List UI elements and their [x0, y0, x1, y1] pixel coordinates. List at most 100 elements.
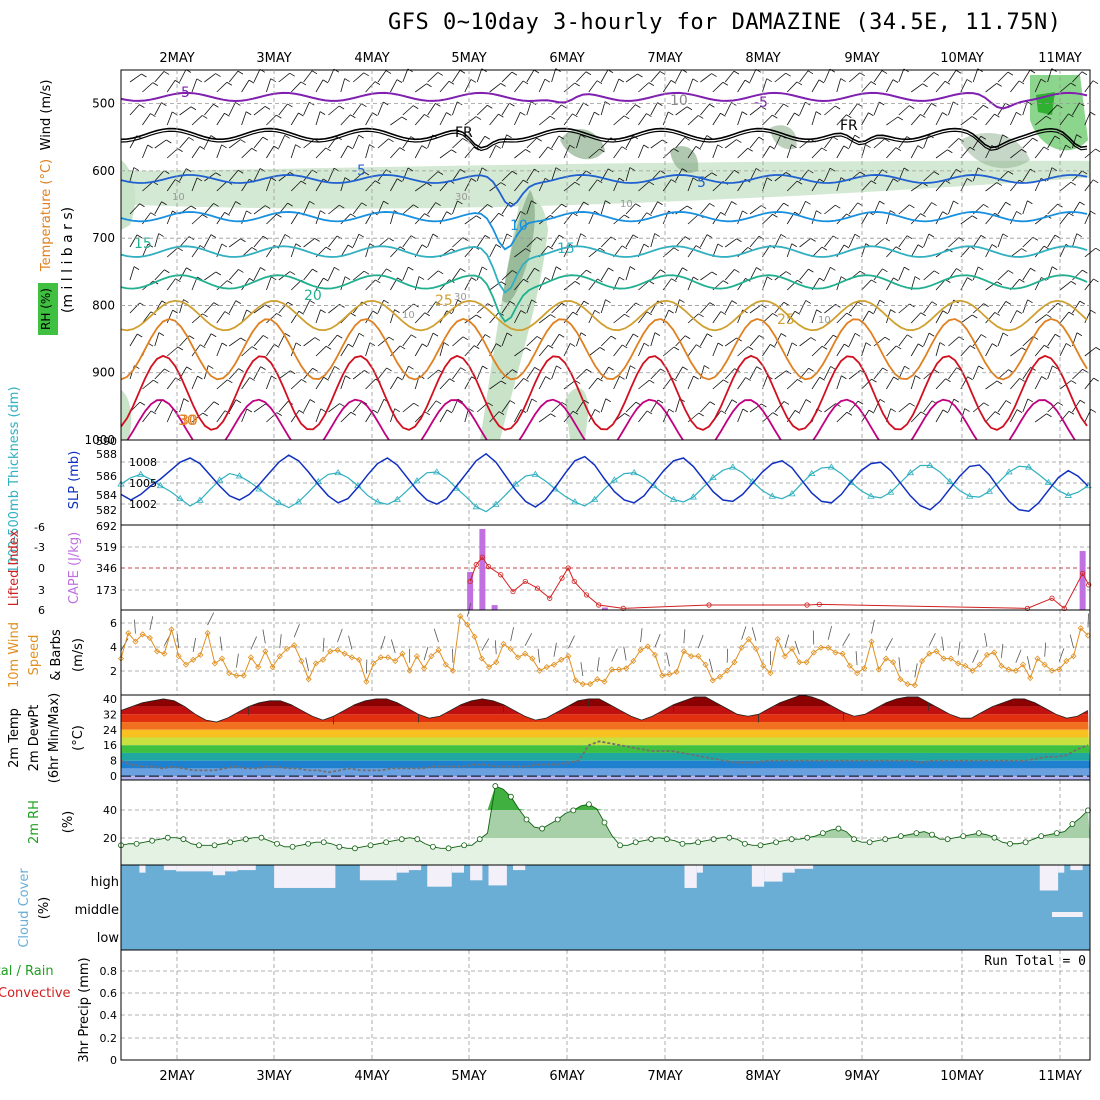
wind-barb-flag [791, 342, 798, 347]
wind-barb [861, 378, 872, 390]
wind-barb-flag [574, 380, 581, 384]
wind10-barb [380, 635, 386, 650]
wind-barb-flag [1002, 233, 1008, 238]
wind-barb [910, 114, 921, 126]
wind-barb-flag [462, 237, 469, 241]
wind-barb-flag [731, 399, 738, 404]
day-label-top: 4MAY [354, 51, 389, 66]
isotherm-label: 30 [178, 413, 196, 429]
wind10-marker [752, 645, 760, 652]
thickness-marker [906, 469, 915, 476]
wind-barb [749, 106, 762, 116]
wind-barb [166, 80, 176, 93]
wind-barb [402, 167, 409, 182]
wind-barb [352, 270, 365, 281]
wind-barb-flag [920, 312, 926, 317]
wind-barb-flag [482, 266, 488, 271]
lifted-tick-label: 6 [38, 604, 45, 617]
wind-barb [216, 181, 228, 192]
wind-barb-flag [287, 301, 294, 306]
wind10-marker [161, 650, 168, 657]
wind-barb-flag [555, 167, 562, 172]
wind10-marker [348, 654, 355, 661]
wind10-barb [510, 627, 514, 641]
wind-barb-flag [1070, 281, 1077, 285]
wind-barb-flag [421, 145, 427, 149]
wind-barb [886, 79, 894, 93]
wind-barb [489, 213, 499, 225]
wind-barb [266, 145, 275, 159]
wind10-marker [406, 667, 413, 674]
wind-barb [216, 410, 226, 423]
wind10-barb [972, 649, 979, 663]
wind-barb-flag [246, 309, 252, 314]
wind-barb-flag [388, 138, 394, 143]
wind-barb [228, 368, 239, 380]
wind10-barb [697, 634, 704, 649]
day-label-top: 6MAY [549, 51, 584, 66]
wind-barb [464, 246, 475, 258]
wind-barb-flag [574, 281, 581, 285]
wind10-marker [991, 649, 998, 656]
wind-barb-flag [619, 276, 625, 281]
wind-barb [588, 347, 601, 357]
wind-barb-flag [347, 244, 354, 249]
wind-barb [786, 81, 798, 93]
rh2m-marker [430, 843, 436, 850]
wind-barb [352, 370, 365, 380]
wind-barb [179, 106, 192, 116]
wind-barb-flag [668, 111, 674, 116]
wind-barb-flag [235, 399, 242, 404]
cloud-gap [751, 865, 765, 887]
wind-barb [923, 72, 935, 83]
wind-barb-flag [1043, 245, 1050, 250]
pressure-tick-label: 1000 [84, 433, 115, 447]
rh2m-marker [897, 833, 904, 840]
wind-barb-flag [520, 211, 526, 215]
wind10-marker [738, 644, 745, 651]
wind-barb [960, 314, 973, 324]
wind-barb-flag [164, 368, 170, 373]
wind-barb-flag [1002, 134, 1008, 139]
wind-barb-flag [273, 145, 280, 150]
wind-barb-flag [854, 233, 861, 238]
wind-barb-flag [994, 212, 1000, 217]
wind-barb [972, 104, 984, 116]
wind-barb [452, 268, 461, 281]
wind-barb-flag [1007, 170, 1014, 175]
wind-barb [997, 71, 1009, 83]
wind10-marker [695, 653, 702, 660]
wind-barb [142, 243, 149, 258]
wind-barb [811, 345, 823, 357]
wind10-marker [630, 657, 637, 665]
wind-barb [799, 399, 807, 413]
temp-tick-label: 32 [103, 708, 117, 721]
wind-barb [985, 83, 997, 93]
wind-barb [514, 279, 524, 291]
cloud-gap-mid [1052, 912, 1083, 917]
wind-barb-flag [983, 303, 989, 307]
wind-barb [402, 266, 409, 281]
wind-barb [563, 212, 573, 225]
wind-barb [489, 380, 502, 390]
wind-barb [154, 269, 165, 281]
wind10-marker [428, 653, 435, 660]
wind-barb-flag [671, 377, 677, 382]
wind-barb-flag [449, 378, 455, 383]
wind-barb-flag [1027, 200, 1033, 205]
wind-barb-flag [736, 139, 742, 143]
wind-barb [328, 334, 338, 347]
wind10-marker [218, 655, 226, 662]
wind-barb-flag [618, 177, 625, 182]
wind-barb-flag [810, 238, 816, 242]
wind-barb-flag [246, 408, 253, 413]
wind-barb [898, 68, 905, 83]
wind-barb-flag [964, 408, 970, 412]
wind-barb-flag [646, 410, 653, 415]
wind-barb-flag [500, 83, 506, 87]
wind-barb [638, 410, 648, 423]
wind10-marker [305, 676, 312, 683]
wind-barb-flag [983, 204, 989, 208]
wind-barb-flag [785, 72, 791, 77]
